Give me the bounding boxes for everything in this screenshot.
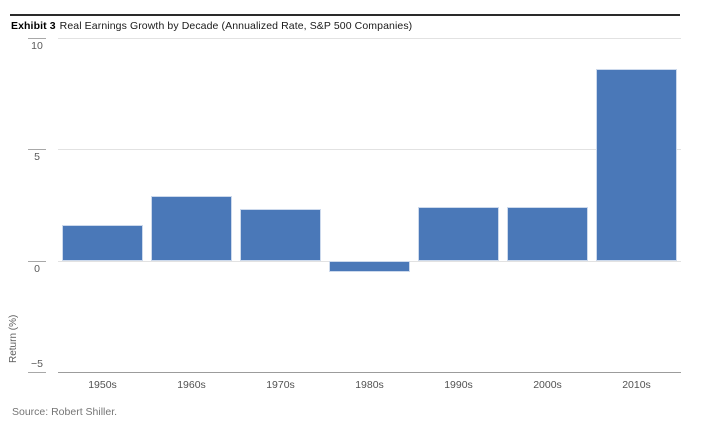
bar-2000s (507, 207, 588, 261)
bar-2010s (596, 69, 677, 261)
bar-1950s (62, 225, 143, 261)
x-tick-label: 1970s (266, 379, 295, 391)
y-tick-label: 10 (31, 40, 43, 52)
chart-title: Exhibit 3 Real Earnings Growth by Decade … (11, 20, 412, 32)
y-tick-label: −5 (31, 358, 43, 370)
bar-1980s (329, 260, 410, 272)
y-axis-label: Return (%) (8, 314, 19, 363)
y-tick-mark (28, 38, 46, 39)
x-tick-label: 2000s (533, 379, 562, 391)
bar-1990s (418, 207, 499, 261)
bar-1960s (151, 196, 232, 261)
chart-title-text: Real Earnings Growth by Decade (Annualiz… (59, 20, 413, 32)
bar-1970s (240, 209, 321, 261)
x-tick-label: 1990s (444, 379, 473, 391)
x-axis-line (58, 372, 681, 373)
x-tick-label: 1960s (177, 379, 206, 391)
y-tick-mark (28, 260, 46, 262)
gridline (58, 38, 681, 39)
y-tick-mark (28, 149, 46, 151)
y-tick-label: 0 (34, 262, 40, 275)
x-tick-label: 1980s (355, 379, 384, 391)
source-note: Source: Robert Shiller. (12, 406, 118, 418)
gridline (58, 149, 681, 151)
x-tick-label: 1950s (88, 379, 117, 391)
exhibit-label: Exhibit 3 (11, 20, 56, 32)
y-tick-mark (28, 372, 46, 373)
y-tick-label: 5 (34, 151, 40, 164)
header-rule (10, 14, 680, 16)
x-tick-label: 2010s (622, 379, 651, 391)
